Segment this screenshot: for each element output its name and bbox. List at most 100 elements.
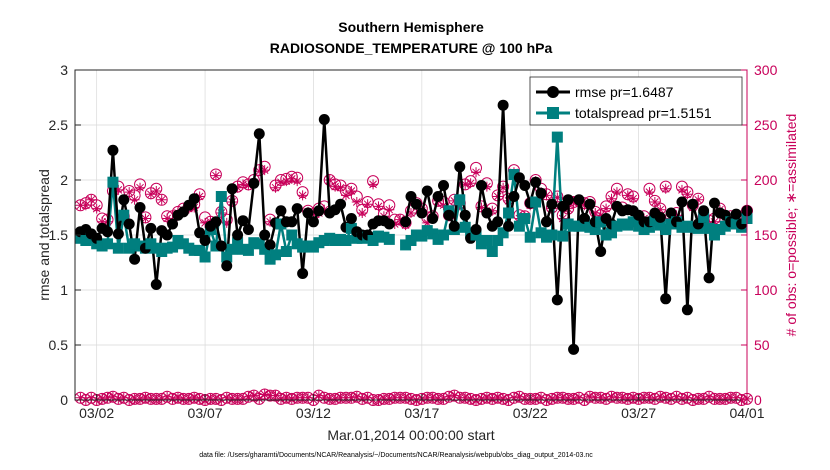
- totalspread-marker: [112, 242, 124, 254]
- legend-spread-label: totalspread pr=1.5151: [575, 105, 712, 121]
- obs-assimilated-marker: [709, 216, 720, 227]
- rmse-marker: [232, 229, 244, 241]
- rmse-marker: [568, 343, 580, 355]
- totalspread-marker: [508, 169, 520, 180]
- obs-assimilated-marker: [471, 167, 482, 178]
- ticks: 03/02 03/07 03/12 03/17 03/22 03/27 04/0100.51…: [49, 62, 778, 421]
- rmse-marker: [432, 191, 444, 202]
- rmse-marker: [150, 279, 162, 290]
- rmse-marker: [443, 209, 455, 221]
- obs-assimilated-marker: [373, 201, 384, 212]
- legend: rmse pr=1.6487 totalspread pr=1.5151: [529, 76, 743, 126]
- obs-assimilated-marker: [124, 187, 135, 198]
- y-tick-label: 2.5: [49, 117, 69, 133]
- totalspread-marker: [606, 227, 618, 239]
- obs-assimilated-marker: [324, 175, 335, 185]
- obs-assimilated-marker: [481, 181, 492, 192]
- obs-assimilated-marker: [693, 194, 704, 205]
- rmse-marker: [416, 207, 428, 219]
- rmse-marker: [405, 191, 417, 202]
- y-tick-label: 0: [60, 392, 68, 408]
- marker-layer: [74, 99, 753, 355]
- rmse-marker: [708, 197, 720, 209]
- totalspread-marker: [221, 251, 233, 263]
- totalspread-marker: [194, 244, 206, 256]
- y2-tick-label: 50: [754, 337, 770, 353]
- rmse-marker: [123, 218, 135, 230]
- legend-box: [529, 76, 743, 126]
- rmse-marker: [194, 227, 206, 239]
- totalspread-marker: [107, 176, 119, 188]
- rmse-marker: [513, 172, 525, 184]
- obs-assimilated-marker: [628, 193, 639, 204]
- obs-assimilated-marker: [270, 182, 281, 193]
- obs-assimilated-marker: [275, 177, 286, 188]
- obs-assimilated-marker: [232, 182, 243, 193]
- totalspread-marker: [383, 233, 395, 245]
- obs-assimilated-marker: [460, 179, 471, 190]
- y2-tick-label: 0: [754, 392, 762, 408]
- obs-assimilated-marker: [335, 182, 346, 193]
- obs-assimilated-marker: [611, 187, 622, 198]
- rmse-marker: [492, 216, 504, 228]
- rmse-marker: [145, 222, 157, 234]
- obs-assimilated-marker: [308, 209, 319, 220]
- x-tick-label: 03/22: [513, 405, 548, 421]
- obs-assimilated-marker: [649, 197, 660, 207]
- rmse-marker: [264, 239, 276, 251]
- y2-tick-label: 300: [754, 62, 778, 78]
- x-tick-label: 03/12: [296, 405, 331, 421]
- y2-tick-label: 150: [754, 227, 778, 243]
- obs-assimilated-marker: [368, 179, 379, 190]
- x-tick-label: 04/01: [729, 405, 764, 421]
- rmse-marker: [665, 207, 677, 219]
- totalspread-marker: [703, 222, 715, 234]
- totalspread-marker: [340, 235, 352, 246]
- obs-assimilated-marker: [189, 202, 200, 213]
- obs-assimilated-marker: [395, 214, 406, 225]
- rmse-marker: [410, 198, 422, 210]
- rmse-marker: [540, 216, 552, 228]
- totalspread-marker: [698, 211, 710, 223]
- obs-assimilated-marker: [80, 200, 91, 211]
- obs-assimilated-bottom-marker: [270, 390, 281, 401]
- rmse-marker: [595, 246, 607, 257]
- obs-assimilated-marker: [357, 208, 368, 218]
- rmse-marker: [237, 215, 249, 227]
- totalspread-marker: [557, 230, 569, 242]
- rmse-marker: [530, 176, 542, 188]
- totalspread-marker: [199, 251, 211, 263]
- rmse-marker: [161, 229, 173, 241]
- rmse-marker: [215, 240, 227, 252]
- totalspread-marker: [481, 235, 493, 246]
- totalspread-marker: [492, 235, 504, 246]
- obs-assimilated-marker: [384, 204, 395, 215]
- rmse-marker: [286, 216, 298, 228]
- totalspread-marker: [215, 191, 227, 202]
- rmse-marker: [438, 180, 450, 191]
- totalspread-marker: [486, 246, 498, 257]
- totalspread-marker: [454, 194, 466, 206]
- totalspread-marker: [286, 229, 298, 241]
- rmse-marker: [481, 207, 493, 219]
- obs-assimilated-marker: [422, 217, 433, 228]
- totalspread-marker: [102, 238, 114, 250]
- rmse-marker: [427, 213, 439, 224]
- obs-assimilated-marker: [644, 187, 655, 198]
- obs-assimilated-marker: [498, 182, 509, 193]
- obs-assimilated-marker: [151, 186, 162, 196]
- y2-tick-label: 100: [754, 282, 778, 298]
- obs-assimilated-bottom-marker: [254, 393, 265, 404]
- rmse-marker: [660, 293, 672, 305]
- obs-assimilated-marker: [135, 182, 146, 193]
- rmse-marker: [654, 211, 666, 223]
- totalspread-marker: [270, 249, 282, 261]
- rmse-marker: [454, 161, 466, 173]
- obs-assimilated-marker: [292, 176, 303, 187]
- rmse-marker: [335, 198, 347, 210]
- obs-assimilated-marker: [319, 204, 330, 215]
- rmse-marker: [475, 180, 487, 191]
- totalspread-marker: [519, 213, 531, 224]
- y2-axis-label: # of obs: o=possible; ∗=assimilated: [783, 114, 799, 337]
